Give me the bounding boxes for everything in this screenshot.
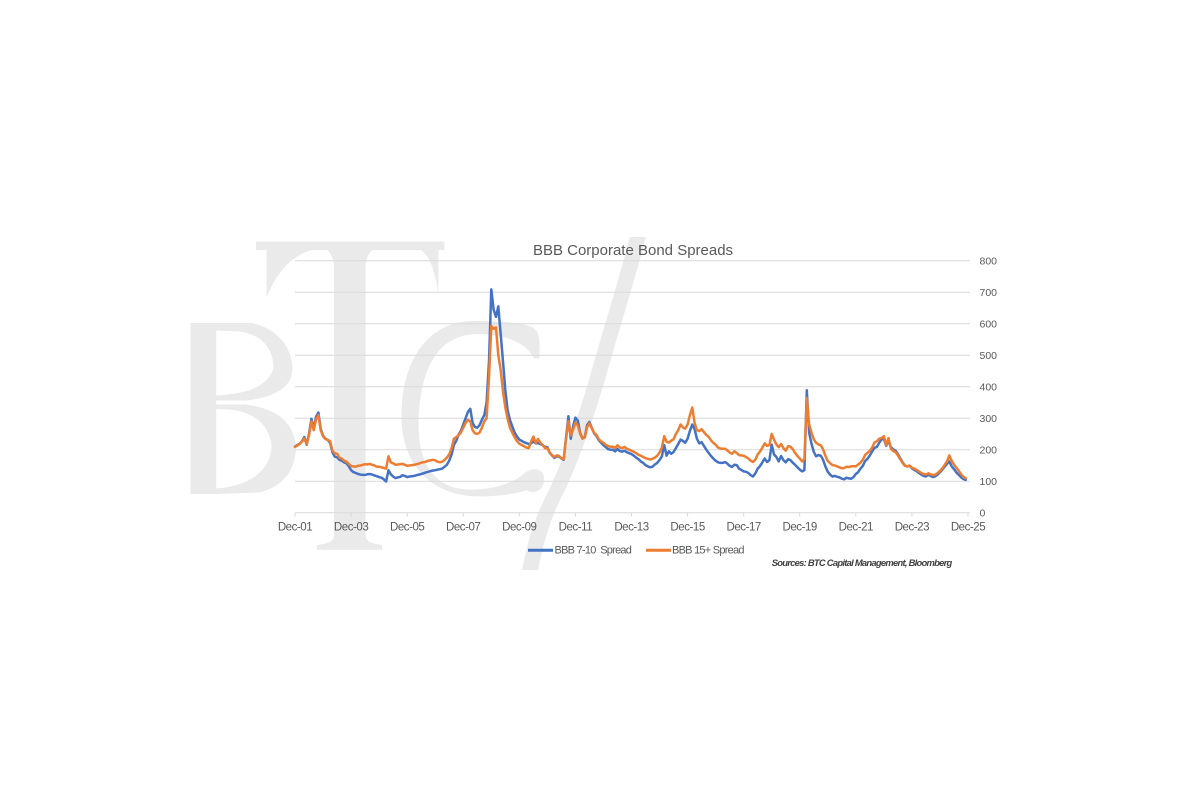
svg-text:800: 800 <box>980 255 998 267</box>
svg-text:Dec-17: Dec-17 <box>727 522 761 534</box>
svg-text:500: 500 <box>980 350 998 362</box>
svg-text:Dec-25: Dec-25 <box>951 522 985 534</box>
svg-text:Dec-01: Dec-01 <box>278 522 312 534</box>
svg-text:200: 200 <box>980 444 998 456</box>
svg-text:300: 300 <box>980 413 998 425</box>
svg-text:600: 600 <box>980 318 998 330</box>
svg-text:BBB Corporate Bond Spreads: BBB Corporate Bond Spreads <box>533 242 733 259</box>
svg-text:Dec-07: Dec-07 <box>446 522 480 534</box>
svg-text:0: 0 <box>980 507 986 519</box>
svg-text:100: 100 <box>980 476 998 488</box>
svg-text:Dec-21: Dec-21 <box>839 522 873 534</box>
svg-text:Dec-13: Dec-13 <box>614 522 648 534</box>
svg-text:Sources: BTC Capital Managemen: Sources: BTC Capital Management, Bloombe… <box>772 557 953 568</box>
svg-text:BBB 7-10 Spread: BBB 7-10 Spread <box>555 545 632 557</box>
svg-text:400: 400 <box>980 381 998 393</box>
svg-text:Dec-23: Dec-23 <box>895 522 929 534</box>
svg-text:Dec-19: Dec-19 <box>783 522 817 534</box>
svg-text:Dec-15: Dec-15 <box>670 522 704 534</box>
svg-text:Dec-09: Dec-09 <box>502 522 536 534</box>
svg-text:700: 700 <box>980 287 998 299</box>
svg-text:BBB 15+ Spread: BBB 15+ Spread <box>672 545 744 557</box>
svg-text:Dec-03: Dec-03 <box>334 522 368 534</box>
svg-text:Dec-05: Dec-05 <box>390 522 424 534</box>
svg-text:Dec-11: Dec-11 <box>559 522 593 534</box>
